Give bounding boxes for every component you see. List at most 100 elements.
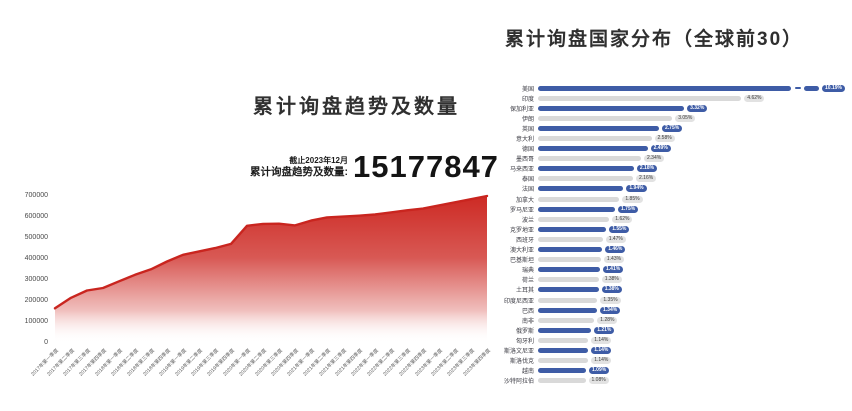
- country-label: 沙特阿拉伯: [503, 379, 534, 386]
- value-badge: 2.75%: [662, 124, 683, 132]
- value-badge: 1.35%: [600, 296, 621, 304]
- value-badge: 2.49%: [650, 145, 671, 153]
- country-label: 伊朗: [521, 116, 534, 123]
- bar-row: 匈牙利 1.14%: [492, 335, 850, 345]
- country-label: 保加利亚: [509, 106, 534, 113]
- country-label: 德国: [521, 147, 534, 154]
- trend-area-plot: [53, 194, 489, 343]
- bar: [538, 327, 592, 333]
- total-inquiry-count: 15177847: [353, 149, 499, 184]
- bar-row: 俄罗斯 1.21%: [492, 325, 850, 335]
- country-label: 印度尼西亚: [503, 298, 534, 305]
- bar-row: 沙特阿拉伯 1.08%: [492, 376, 850, 386]
- bar-row: 斯洛伐克 1.14%: [492, 356, 850, 366]
- country-label: 意大利: [515, 137, 534, 144]
- bar: [804, 85, 819, 91]
- y-tick-label: 700000: [24, 192, 48, 199]
- value-badge: 2.34%: [644, 155, 665, 163]
- bar: [538, 287, 599, 293]
- bar-row: 英国 2.75%: [492, 123, 850, 133]
- country-label: 斯洛文尼亚: [503, 348, 534, 355]
- country-label: 巴西: [521, 308, 534, 315]
- bar-row: 南非 1.28%: [492, 315, 850, 325]
- value-badge: 3.05%: [675, 114, 696, 122]
- as-of-date-label: 截止2023年12月: [289, 156, 348, 165]
- country-label: 罗马尼亚: [509, 207, 534, 214]
- country-label: 英国: [521, 126, 534, 133]
- bar: [538, 257, 601, 263]
- country-label: 加拿大: [515, 197, 534, 204]
- bar: [538, 297, 598, 303]
- country-label: 美国: [521, 86, 534, 93]
- bar: [538, 125, 659, 131]
- bar-row: 巴西 1.34%: [492, 305, 850, 315]
- bar: [538, 307, 597, 313]
- country-label: 俄罗斯: [515, 328, 534, 335]
- trend-annotation-labels: 截止2023年12月 累计询盘趋势及数量:: [224, 155, 348, 179]
- bar: [538, 347, 589, 353]
- bar-row: 美国 10.19%: [492, 83, 850, 93]
- country-label: 马来西亚: [509, 167, 534, 174]
- bar: [538, 85, 791, 91]
- value-badge: 1.38%: [601, 276, 622, 284]
- bar-row: 泰国 2.16%: [492, 174, 850, 184]
- country-label: 法国: [521, 187, 534, 194]
- trend-area-fill: [55, 196, 487, 343]
- bar: [538, 216, 610, 222]
- y-tick-label: 100000: [24, 318, 48, 325]
- value-badge: 1.94%: [626, 185, 647, 193]
- value-badge: 1.75%: [618, 205, 639, 213]
- bar-row: 保加利亚 3.32%: [492, 103, 850, 113]
- value-badge: 4.62%: [744, 94, 765, 102]
- bar-row: 西班牙 1.47%: [492, 234, 850, 244]
- bar: [538, 358, 589, 364]
- country-label: 印度: [521, 96, 534, 103]
- bar: [538, 105, 685, 111]
- bar-row: 越南 1.09%: [492, 366, 850, 376]
- bar: [538, 186, 624, 192]
- y-tick-label: 400000: [24, 255, 48, 262]
- axis-break: [791, 86, 804, 91]
- value-badge: 10.19%: [822, 84, 845, 92]
- country-label: 墨西哥: [515, 157, 534, 164]
- bar: [538, 317, 595, 323]
- distribution-chart-title: 累计询盘国家分布（全球前30）: [505, 29, 804, 50]
- bar: [538, 146, 648, 152]
- country-label: 波兰: [521, 217, 534, 224]
- country-label: 斯洛伐克: [509, 359, 534, 366]
- bar-row: 加拿大 1.85%: [492, 194, 850, 204]
- value-badge: 2.16%: [636, 175, 657, 183]
- bar-row: 巴基斯坦 1.43%: [492, 255, 850, 265]
- y-tick-label: 200000: [24, 297, 48, 304]
- bar-row: 澳大利亚 1.46%: [492, 245, 850, 255]
- bar-row: 墨西哥 2.34%: [492, 154, 850, 164]
- value-badge: 1.41%: [603, 266, 624, 274]
- bar: [538, 176, 633, 182]
- y-tick-label: 0: [44, 339, 48, 346]
- country-label: 泰国: [521, 177, 534, 184]
- trend-chart-title: 累计询盘趋势及数量: [253, 96, 460, 118]
- trend-annotation: 截止2023年12月 累计询盘趋势及数量: 15177847: [224, 149, 499, 184]
- bar-row: 土耳其 1.38%: [492, 285, 850, 295]
- country-bar-list: 美国 10.19% 印度 4.62% 保加利亚 3.32% 伊朗 3.05% 英国 2.75% 意大…: [492, 83, 850, 386]
- bar-row: 波兰 1.62%: [492, 214, 850, 224]
- country-label: 西班牙: [515, 237, 534, 244]
- bar-row: 法国 1.94%: [492, 184, 850, 194]
- country-label: 南非: [521, 318, 534, 325]
- bar-row: 马来西亚 2.18%: [492, 164, 850, 174]
- value-badge: 1.14%: [591, 357, 612, 365]
- value-badge: 1.55%: [609, 225, 630, 233]
- bar: [538, 115, 673, 121]
- y-tick-label: 500000: [24, 234, 48, 241]
- bar-row: 印度尼西亚 1.35%: [492, 295, 850, 305]
- country-label: 瑞典: [521, 268, 534, 275]
- value-badge: 1.28%: [597, 316, 618, 324]
- value-badge: 2.58%: [654, 135, 675, 143]
- bar: [538, 277, 599, 283]
- bar-row: 瑞典 1.41%: [492, 265, 850, 275]
- country-label: 匈牙利: [515, 338, 534, 345]
- country-label: 克罗地亚: [509, 227, 534, 234]
- value-badge: 1.43%: [603, 256, 625, 264]
- bar-row: 伊朗 3.05%: [492, 113, 850, 123]
